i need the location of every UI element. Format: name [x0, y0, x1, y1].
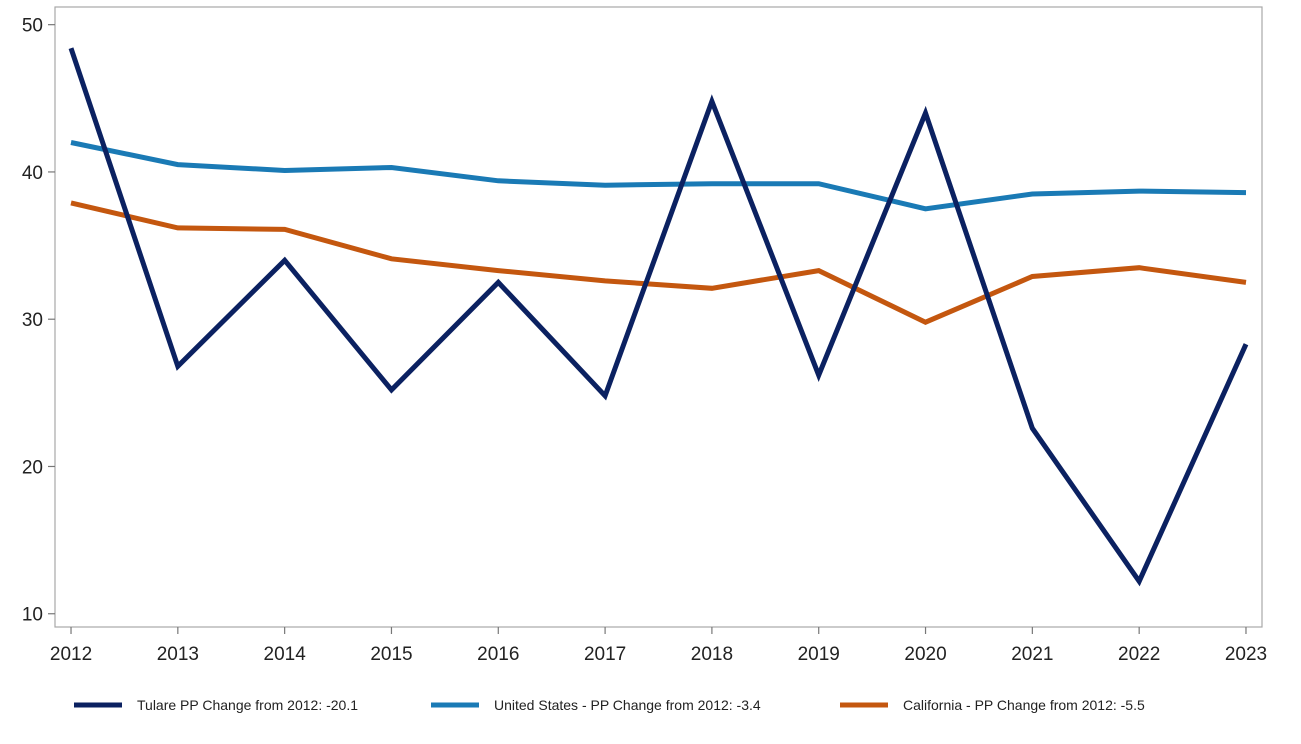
series-line-0 [68, 47, 1249, 587]
x-tick-label: 2021 [1011, 644, 1053, 665]
legend-label: United States - PP Change from 2012: -3.… [494, 697, 761, 713]
y-tick-label: 20 [22, 457, 43, 478]
y-tick-label: 10 [22, 605, 43, 626]
x-tick-label: 2012 [50, 644, 92, 665]
series-lines [68, 47, 1249, 587]
y-axis: 10 20 30 40 50 [22, 16, 55, 626]
x-tick-label: 2017 [584, 644, 626, 665]
x-tick-label: 2022 [1118, 644, 1160, 665]
x-tick-label: 2023 [1225, 644, 1267, 665]
legend: Tulare PP Change from 2012: -20.1 United … [74, 697, 1145, 713]
legend-label: Tulare PP Change from 2012: -20.1 [137, 697, 358, 713]
x-tick-label: 2019 [798, 644, 840, 665]
series-line-1 [70, 140, 1247, 212]
legend-label: California - PP Change from 2012: -5.5 [903, 697, 1145, 713]
y-tick-label: 40 [22, 163, 43, 184]
x-tick-label: 2015 [370, 644, 412, 665]
y-tick-label: 30 [22, 310, 43, 331]
series-line-2 [70, 200, 1247, 325]
plot-frame [54, 6, 1263, 628]
x-tick-label: 2013 [157, 644, 199, 665]
x-tick-label: 2018 [691, 644, 733, 665]
y-tick-label: 50 [22, 16, 43, 37]
x-axis: 2012 2013 2014 2015 2016 2017 2018 2019 2020 2021… [50, 627, 1267, 665]
x-tick-label: 2014 [264, 644, 307, 665]
x-tick-label: 2020 [904, 644, 946, 665]
x-tick-label: 2016 [477, 644, 519, 665]
